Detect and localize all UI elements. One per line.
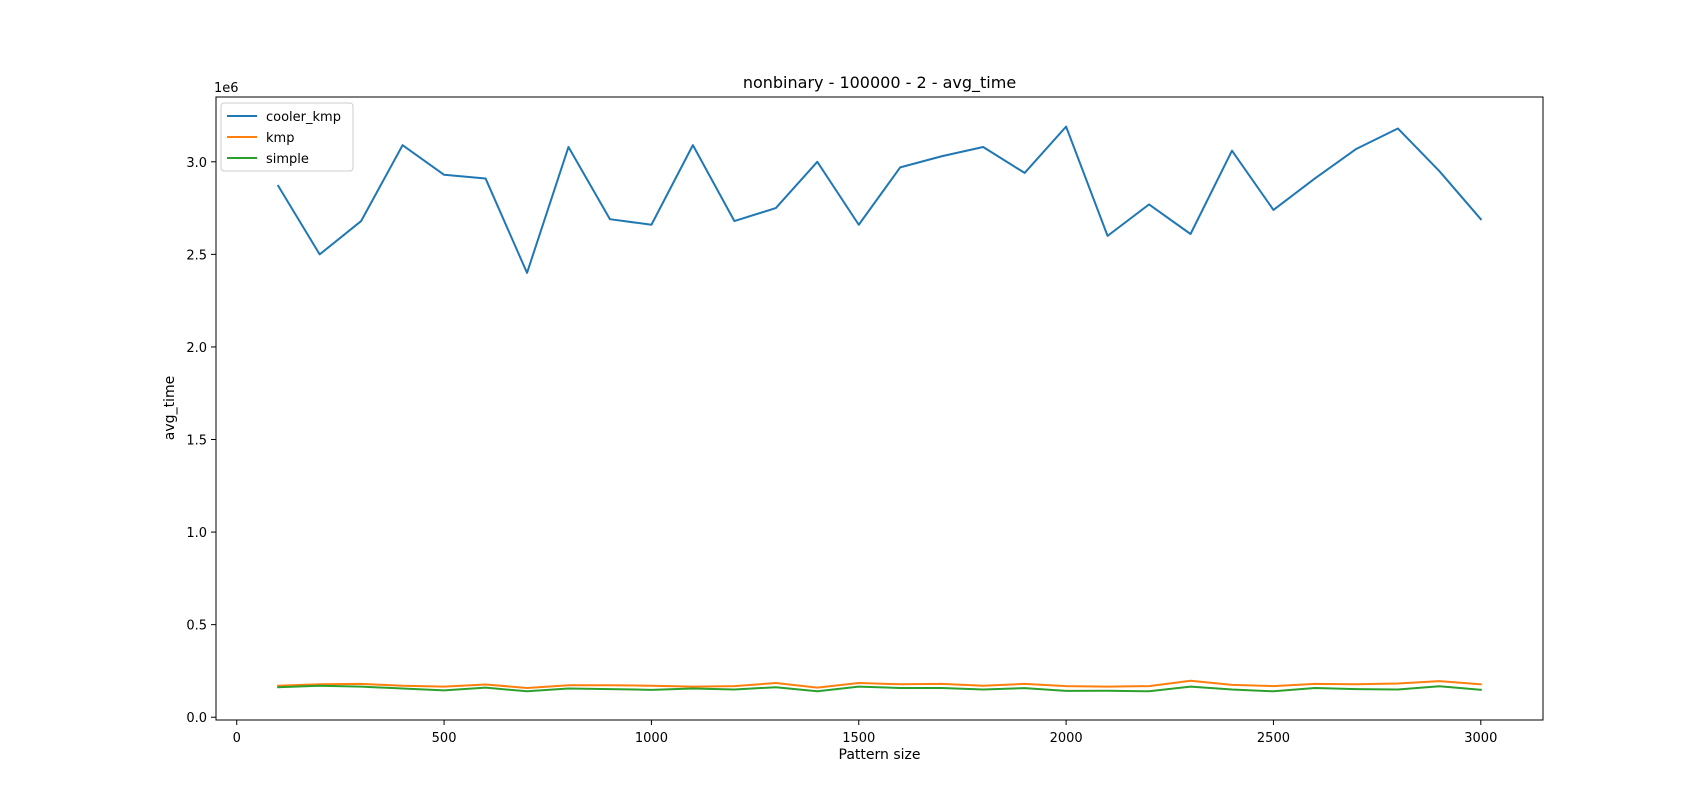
y-tick-label: 2.0 — [186, 341, 207, 356]
legend-label-kmp: kmp — [266, 131, 294, 146]
series-line-kmp — [277, 679, 1482, 689]
chart-title: nonbinary - 100000 - 2 - avg_time — [743, 73, 1016, 93]
y-tick-label: 1.0 — [186, 526, 207, 541]
x-tick-label: 2000 — [1050, 731, 1083, 746]
x-axis-label: Pattern size — [839, 747, 921, 763]
plot-area — [215, 96, 1544, 721]
y-tick-label: 2.5 — [186, 248, 207, 263]
legend-label-cooler_kmp: cooler_kmp — [266, 110, 341, 125]
x-tick-label: 2500 — [1257, 731, 1290, 746]
plot-frame — [215, 96, 1544, 721]
legend-label-simple: simple — [266, 152, 309, 167]
y-tick-label: 1.5 — [186, 434, 207, 449]
y-tick-label: 0.0 — [186, 711, 207, 726]
x-axis: 0 500 1000 1500 2000 2500 3000 — [233, 720, 1497, 746]
y-axis: 0.0 0.5 1.0 1.5 2.0 2.5 3.0 — [186, 156, 216, 726]
y-tick-label: 3.0 — [186, 156, 207, 171]
x-tick-label: 1000 — [635, 731, 668, 746]
x-tick-label: 0 — [233, 731, 241, 746]
y-axis-label: avg_time — [162, 376, 178, 440]
x-tick-label: 3000 — [1464, 731, 1497, 746]
series-line-cooler_kmp — [276, 125, 1483, 274]
x-tick-label: 500 — [432, 731, 457, 746]
y-axis-offset-text: 1e6 — [214, 81, 239, 96]
series-line-simple — [277, 684, 1482, 693]
legend-box — [220, 102, 354, 172]
y-tick-label: 0.5 — [186, 619, 207, 634]
x-tick-label: 1500 — [842, 731, 875, 746]
